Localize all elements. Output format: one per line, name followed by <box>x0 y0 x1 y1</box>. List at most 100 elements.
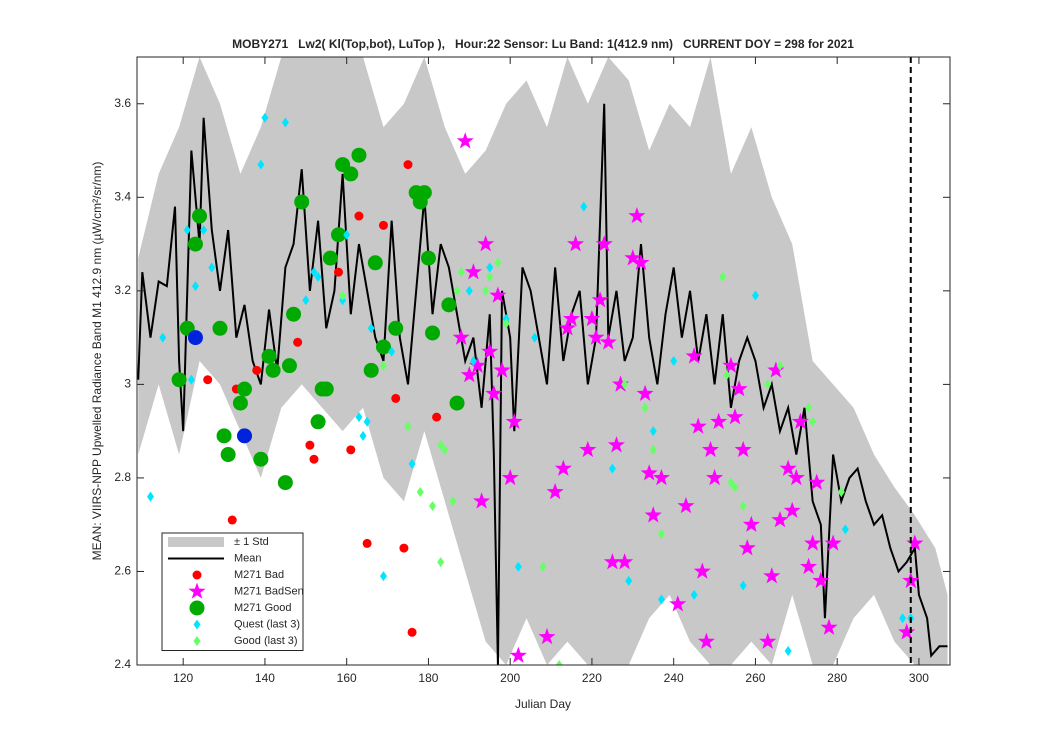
star-point <box>579 440 597 458</box>
star-point <box>477 235 495 252</box>
star-point <box>771 511 789 528</box>
diamond-point <box>482 285 490 296</box>
star-point <box>538 627 556 645</box>
diamond-point <box>625 575 633 586</box>
star-point <box>501 468 519 486</box>
point <box>212 320 228 336</box>
point <box>232 395 248 411</box>
diamond-point <box>379 360 387 371</box>
legend-label: Good (last 3) <box>234 635 298 647</box>
point <box>237 428 253 444</box>
diamond-point <box>469 356 477 366</box>
star-point <box>464 263 482 280</box>
star-point <box>546 483 564 500</box>
x-tick-label: 260 <box>745 671 765 685</box>
point <box>334 267 344 277</box>
star-point <box>804 534 822 551</box>
point <box>346 445 356 455</box>
diamond-point <box>727 477 735 488</box>
y-tick-label: 2.4 <box>114 657 131 671</box>
star-point <box>640 464 658 481</box>
star-point <box>726 408 744 425</box>
diamond-point <box>339 290 347 301</box>
star-point <box>554 459 572 476</box>
point <box>192 208 208 224</box>
star-point <box>742 515 760 532</box>
legend-label: Mean <box>234 552 262 564</box>
point <box>331 227 347 243</box>
point <box>310 414 326 430</box>
point <box>388 320 404 336</box>
star-point <box>591 291 609 308</box>
x-tick-label: 240 <box>664 671 684 685</box>
diamond-point <box>776 360 784 371</box>
diamond-point <box>841 524 849 535</box>
diamond-point <box>449 496 457 507</box>
star-point <box>898 623 916 640</box>
diamond-point <box>531 332 539 343</box>
diamond-point <box>404 421 412 432</box>
diamond-point <box>159 332 167 343</box>
point <box>187 330 203 346</box>
diamond-point <box>408 458 416 469</box>
diamond-point <box>502 318 510 329</box>
diamond-point <box>486 262 494 273</box>
star-point <box>759 632 777 649</box>
point <box>227 515 237 525</box>
legend-label: M271 Good <box>234 602 291 614</box>
star-point <box>697 632 715 649</box>
point <box>378 220 388 230</box>
star-point <box>460 366 478 383</box>
y-tick-label: 3.6 <box>114 96 131 110</box>
diamond-point <box>437 440 445 451</box>
star-point <box>734 440 752 458</box>
star-point <box>808 473 826 490</box>
star-point <box>693 562 711 579</box>
diamond-point <box>494 257 502 268</box>
y-axis-label: MEAN: VIIRS-NPP Upwelled Radiance Band M… <box>90 162 104 561</box>
star-point <box>456 132 474 149</box>
diamond-point <box>453 285 461 296</box>
point <box>237 381 253 397</box>
point <box>281 358 297 374</box>
x-tick-label: 200 <box>500 671 520 685</box>
point <box>391 393 401 403</box>
star-point <box>685 347 703 364</box>
point <box>252 365 262 375</box>
diamond-point <box>441 444 449 455</box>
diamond-point <box>621 379 629 390</box>
mean-line <box>137 103 948 665</box>
star-point <box>706 468 724 486</box>
star-point <box>636 384 654 401</box>
point <box>286 306 302 322</box>
point <box>216 428 232 444</box>
diamond-point <box>363 416 371 427</box>
y-tick-label: 3 <box>124 377 131 391</box>
point <box>425 325 441 341</box>
diamond-point <box>739 580 747 591</box>
y-tick-label: 3.4 <box>114 189 131 203</box>
y-tick-label: 2.6 <box>114 564 131 578</box>
star-point <box>468 356 486 373</box>
point <box>449 395 465 411</box>
diamond-point <box>359 430 367 441</box>
diamond-point <box>146 491 154 502</box>
diamond-point <box>719 271 727 282</box>
point <box>294 194 310 210</box>
x-tick-label: 140 <box>255 671 275 685</box>
diamond-point <box>539 561 547 572</box>
diamond-point <box>343 229 351 240</box>
star-point <box>624 249 642 266</box>
star-point <box>787 468 805 486</box>
star-point <box>763 567 781 584</box>
star-point <box>669 595 687 612</box>
star-point <box>481 342 499 359</box>
star-point <box>722 356 740 373</box>
diamond-point <box>739 500 747 511</box>
point <box>416 185 432 201</box>
star-point <box>628 207 646 224</box>
diamond-point <box>193 619 201 630</box>
legend-label: M271 Bad <box>234 569 284 581</box>
point <box>403 160 413 170</box>
point <box>351 147 367 163</box>
